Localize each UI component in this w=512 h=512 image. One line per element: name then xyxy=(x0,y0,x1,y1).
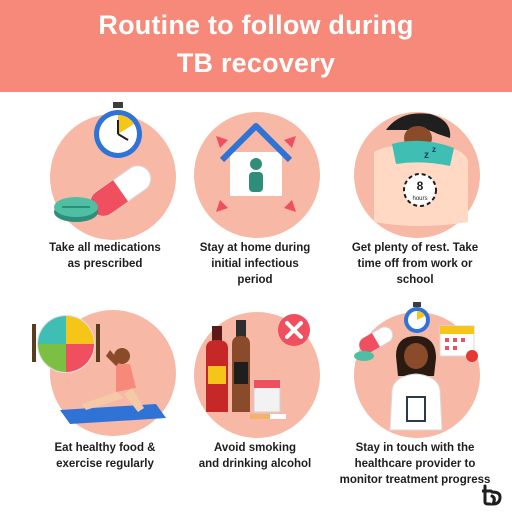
page-title-line-2: TB recovery xyxy=(176,48,336,78)
routine-item-no-smoking: Avoid smoking and drinking alcohol xyxy=(170,300,340,480)
no-smoking-drinking-icon xyxy=(206,314,310,419)
caption-medications: Take all medications as prescribed xyxy=(49,242,161,270)
medication-icon xyxy=(54,102,152,222)
header-banner: Routine to follow during TB recovery xyxy=(0,0,512,92)
routine-item-healthcare-provider: Stay in touch with the healthcare provid… xyxy=(330,300,500,490)
caption-rest: Get plenty of rest. Take time off from w… xyxy=(351,242,479,286)
clock-number: 8 xyxy=(417,179,424,193)
svg-text:z: z xyxy=(424,150,429,161)
sleeping-person-icon: z z 8 hours xyxy=(374,113,468,226)
routine-item-medications: Take all medications as prescribed xyxy=(20,100,190,270)
routine-item-stay-home: Stay at home during initial infectious p… xyxy=(170,100,340,286)
clock-unit: hours xyxy=(412,196,427,202)
routine-item-rest: z z 8 hours Get plenty of rest. Take tim… xyxy=(330,100,500,286)
caption-food-exercise: Eat healthy food & exercise regularly xyxy=(54,442,156,470)
doctor-icon xyxy=(354,302,478,431)
caption-healthcare-provider: Stay in touch with the healthcare provid… xyxy=(339,442,491,486)
caption-stay-home: Stay at home during initial infectious p… xyxy=(199,242,311,286)
caption-no-smoking: Avoid smoking and drinking alcohol xyxy=(198,442,312,470)
healthy-food-exercise-icon xyxy=(32,315,166,424)
routine-item-food-exercise: Eat healthy food & exercise regularly xyxy=(20,300,190,480)
brand-logo-icon xyxy=(482,484,502,506)
house-icon xyxy=(216,123,296,212)
svg-text:z: z xyxy=(432,145,436,154)
page-title-line-1: Routine to follow during xyxy=(98,10,414,40)
